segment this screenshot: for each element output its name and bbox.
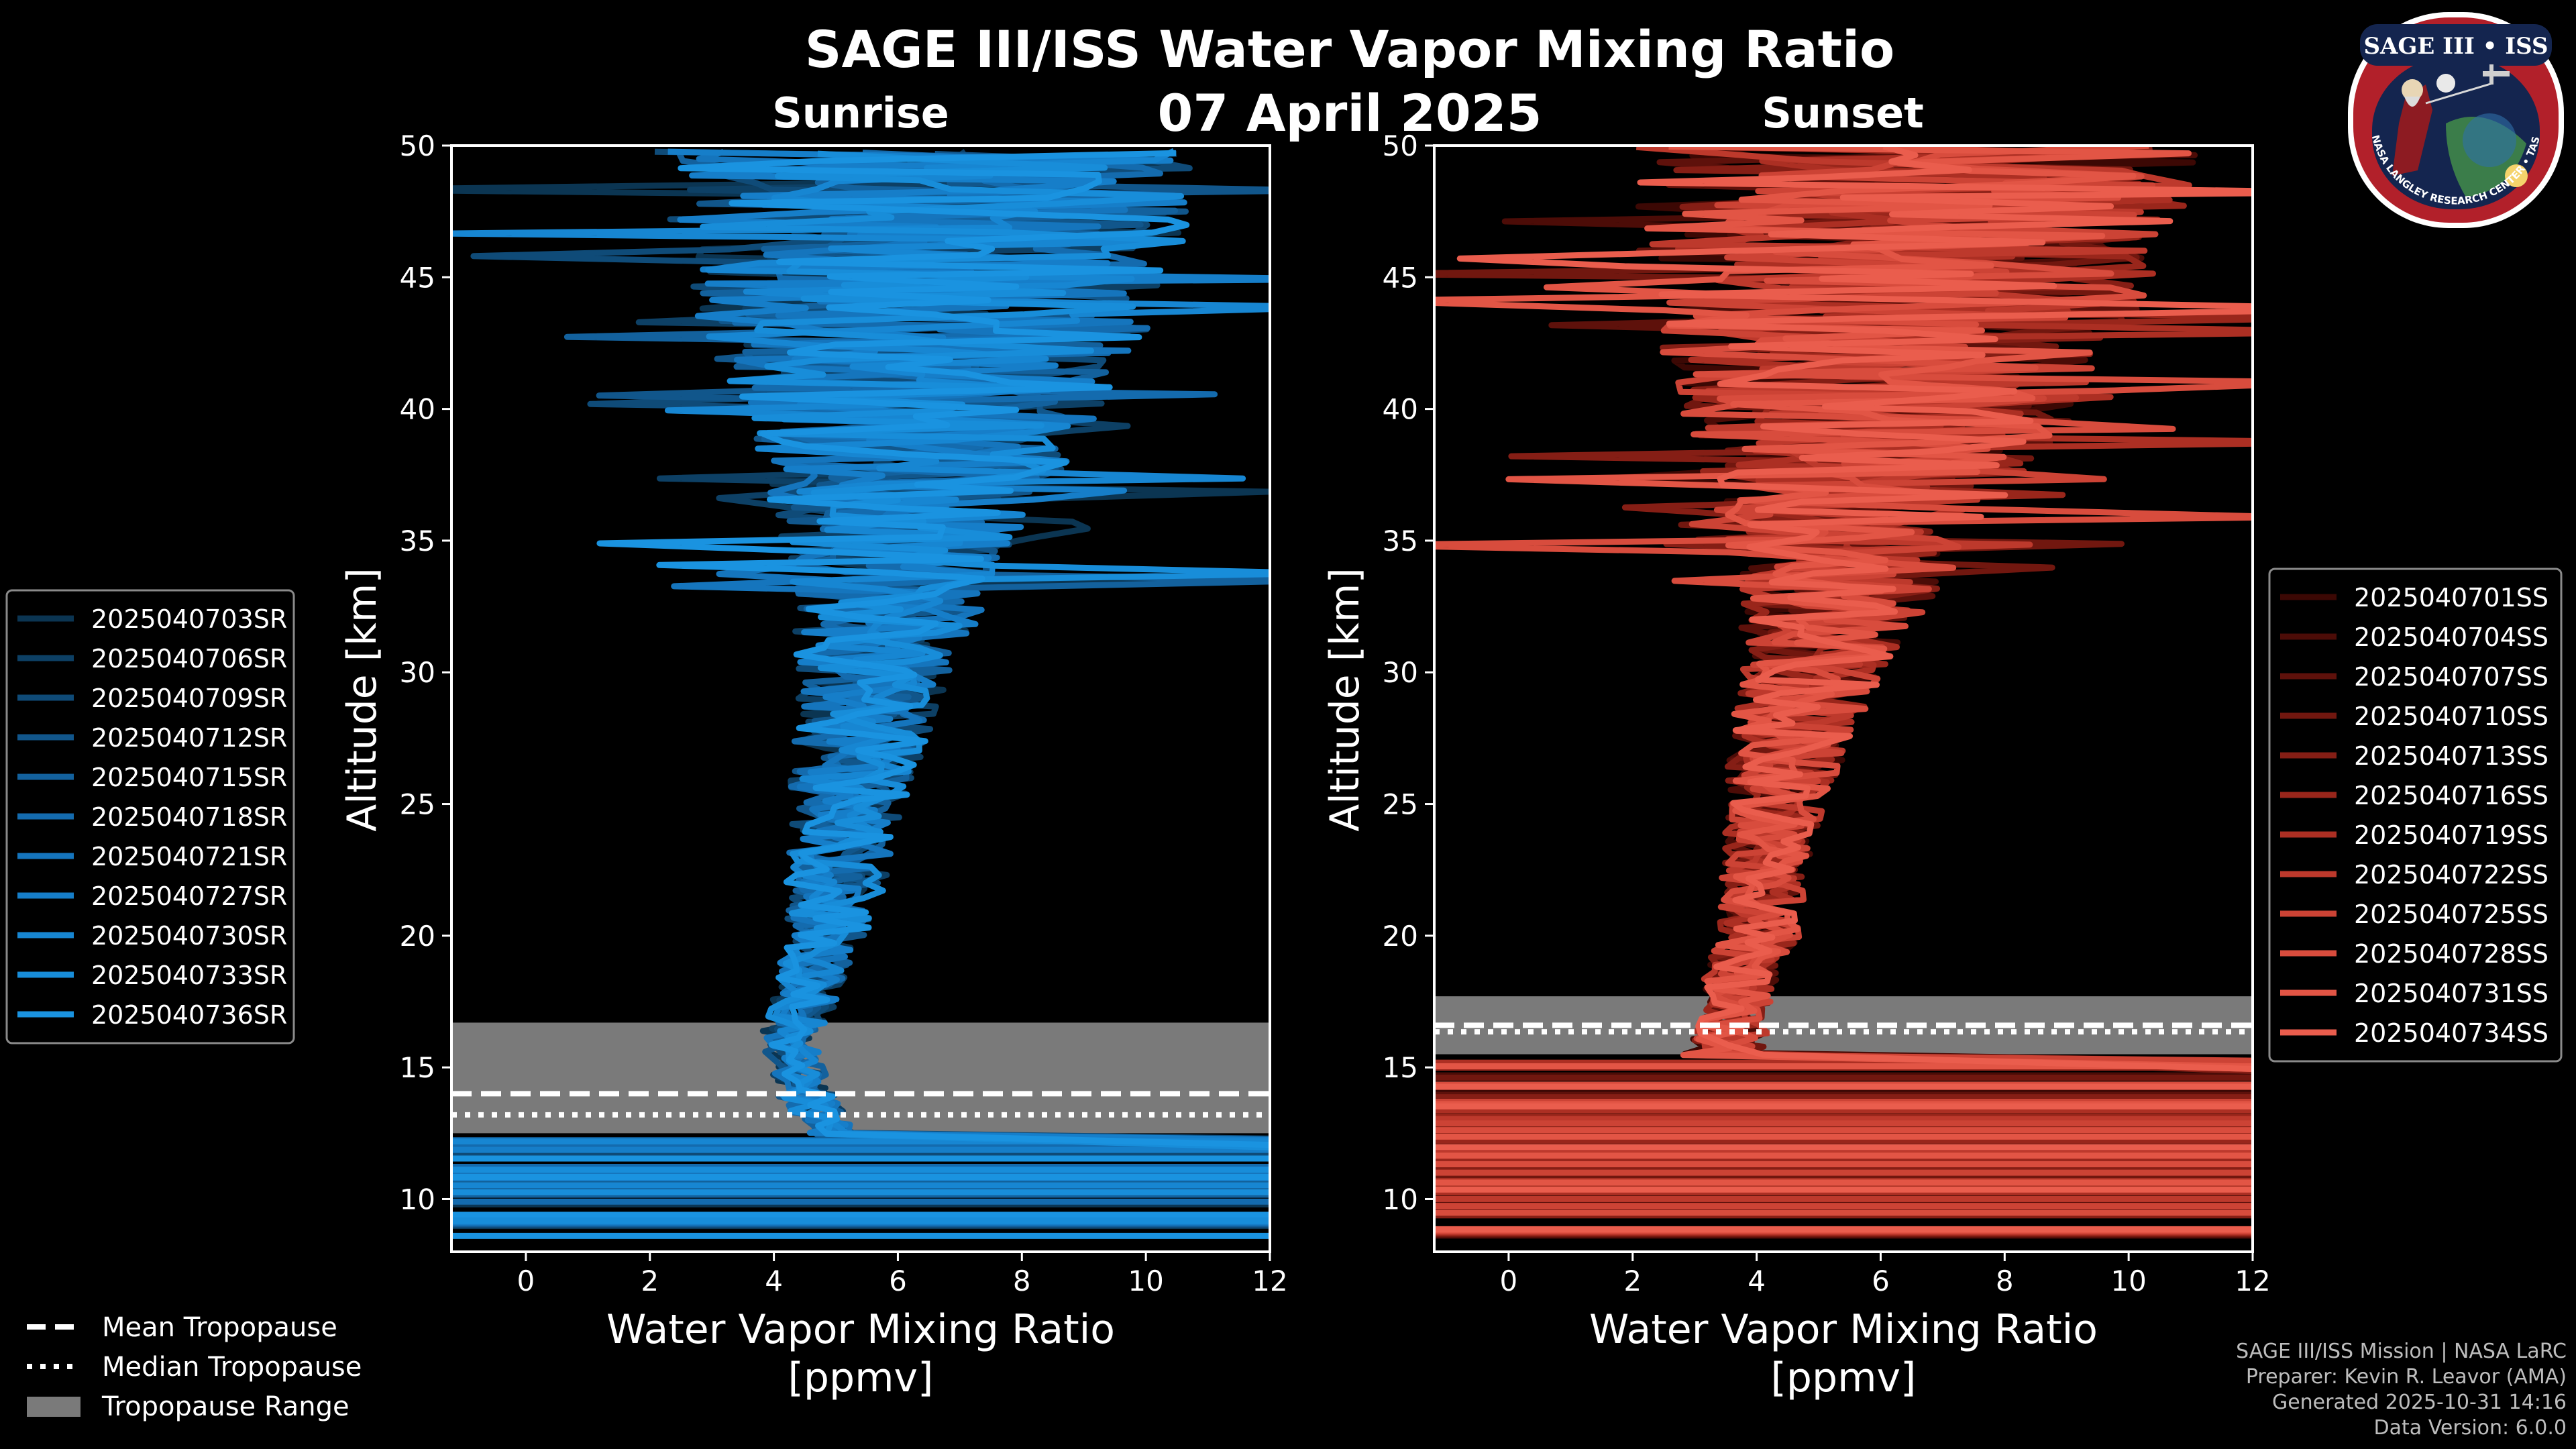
sunset-legend-label-2025040710SS: 2025040710SS [2354,702,2548,731]
sunset-legend-frame [2268,568,2563,1063]
sunset-y-tick-label-45: 45 [1383,261,1418,294]
sunrise-profiles [451,148,1270,1239]
figure-date: 07 April 2025 [1157,83,1542,143]
sunrise-x-tick-label-6: 6 [889,1265,907,1297]
sunset-legend: 2025040701SS 2025040704SS 2025040707SS 2025… [2268,568,2563,1063]
sunset-y-tick-label-40: 40 [1383,393,1418,426]
sunrise-legend-label-2025040730SR: 2025040730SR [91,921,287,951]
sunrise-x-tick-label-8: 8 [1013,1265,1031,1297]
sunrise-plot-panel: 0 2 4 6 8 10 12 10 15 20 25 30 35 40 45 50 [400,129,1288,1297]
sunrise-y-tick-label-25: 25 [400,788,435,821]
sunrise-legend-label-2025040736SR: 2025040736SR [91,1000,287,1030]
sunset-x-tick-label-0: 0 [1500,1265,1518,1297]
sunrise-y-tick-label-30: 30 [400,656,435,689]
sunset-y-axis-label: Altitude [km] [1322,568,1368,832]
sunset-x-tick-label-4: 4 [1748,1265,1766,1297]
badge-title: SAGE III • ISS [2363,33,2548,60]
credits-preparer: Preparer: Kevin R. Leavor (AMA) [2245,1365,2567,1389]
credits-generated: Generated 2025-10-31 14:16 [2271,1391,2567,1414]
sage-iss-mission-badge: SAGE III • ISS BALL • NASA LANGLEY RESEA… [2341,0,2567,231]
sunrise-y-tick-label-15: 15 [400,1051,435,1084]
sunset-y-tick-label-35: 35 [1383,525,1418,557]
sunrise-y-tick-label-50: 50 [400,129,435,162]
sunset-panel-title: Sunset [1762,89,1924,138]
sunset-x-tick-label-2: 2 [1623,1265,1642,1297]
sunrise-y-tick-label-35: 35 [400,525,435,557]
sunrise-x-tick-label-4: 4 [765,1265,783,1297]
sunrise-y-tick-label-40: 40 [400,393,435,426]
sunset-legend-label-2025040707SS: 2025040707SS [2354,662,2548,692]
sunrise-legend-label-2025040733SR: 2025040733SR [91,961,287,990]
sunset-legend-label-2025040719SS: 2025040719SS [2354,820,2548,850]
sunrise-x-axis-label: Water Vapor Mixing Ratio [ppmv] [606,1306,1115,1401]
sunrise-profile-2025040736SR [596,150,1270,1148]
tropopause-range-swatch [27,1397,80,1417]
sunrise-legend-label-2025040715SR: 2025040715SR [91,763,287,792]
sunrise-legend-label-2025040721SR: 2025040721SR [91,842,287,871]
sunset-x-tick-label-12: 12 [2235,1265,2270,1297]
sunset-y-tick-label-10: 10 [1383,1183,1418,1216]
sunrise-x-tick-label-0: 0 [517,1265,535,1297]
sunset-legend-label-2025040728SS: 2025040728SS [2354,939,2548,969]
sunset-legend-label-2025040731SS: 2025040731SS [2354,979,2548,1008]
credits-mission: SAGE III/ISS Mission | NASA LaRC [2236,1340,2567,1363]
credits-data-version: Data Version: 6.0.0 [2373,1416,2567,1440]
sunrise-axes-frame [450,144,1271,1253]
sunset-legend-label-2025040734SS: 2025040734SS [2354,1018,2548,1048]
sunrise-x-tick-label-10: 10 [1128,1265,1163,1297]
figure-title: SAGE III/ISS Water Vapor Mixing Ratio [805,19,1895,79]
sunrise-legend-label-2025040709SR: 2025040709SR [91,684,287,713]
sunset-x-axis-label: Water Vapor Mixing Ratio [ppmv] [1589,1306,2098,1401]
sunset-legend-label-2025040704SS: 2025040704SS [2354,623,2548,652]
sunrise-legend-label-2025040718SR: 2025040718SR [91,802,287,832]
sunset-profile-2025040734SS [1456,146,2253,1073]
sunset-profiles [1434,146,2253,1239]
sunrise-x-tick-label-2: 2 [641,1265,659,1297]
sunrise-legend-label-2025040712SR: 2025040712SR [91,723,287,753]
sunset-plot-panel: 0 2 4 6 8 10 12 10 15 20 25 30 35 40 45 50 [1383,129,2271,1297]
sunset-legend-label-2025040713SS: 2025040713SS [2354,741,2548,771]
median-tropopause-label: Median Tropopause [102,1352,362,1383]
sunset-y-tick-label-25: 25 [1383,788,1418,821]
sunset-legend-label-2025040716SS: 2025040716SS [2354,781,2548,810]
sunset-legend-label-2025040725SS: 2025040725SS [2354,900,2548,929]
tropopause-range-label: Tropopause Range [101,1391,350,1422]
sunrise-x-axis-label-line-1: Water Vapor Mixing Ratio [606,1306,1115,1353]
sunset-y-tick-label-15: 15 [1383,1051,1418,1084]
sunset-y-tick-label-30: 30 [1383,656,1418,689]
sunset-x-tick-label-6: 6 [1872,1265,1890,1297]
sunset-axes-frame [1433,144,2254,1253]
sunrise-x-axis-label-line-2: [ppmv] [788,1354,934,1401]
credits-footer: SAGE III/ISS Mission | NASA LaRC Prepare… [2236,1339,2567,1441]
sunrise-y-axis-label: Altitude [km] [339,568,386,832]
sunrise-legend: 2025040703SR 2025040706SR 2025040709SR 2025… [5,589,295,1044]
sunset-legend-label-2025040701SS: 2025040701SS [2354,583,2548,612]
sunrise-panel-title: Sunrise [772,89,949,138]
sunset-legend-label-2025040722SS: 2025040722SS [2354,860,2548,890]
sunrise-y-tick-label-10: 10 [400,1183,435,1216]
sunrise-legend-label-2025040703SR: 2025040703SR [91,604,287,634]
sunset-x-tick-label-10: 10 [2110,1265,2146,1297]
sunset-x-tick-label-8: 8 [1996,1265,2014,1297]
sunrise-legend-frame [5,589,295,1044]
sunset-y-tick-label-20: 20 [1383,920,1418,953]
sunrise-legend-label-2025040727SR: 2025040727SR [91,881,287,911]
sunrise-y-tick-label-20: 20 [400,920,435,953]
mean-tropopause-label: Mean Tropopause [102,1312,337,1343]
tropopause-legend: Mean Tropopause Median Tropopause Tropop… [27,1312,362,1422]
sunrise-legend-label-2025040706SR: 2025040706SR [91,644,287,674]
sunrise-x-tick-label-12: 12 [1252,1265,1287,1297]
sunset-x-axis-label-line-2: [ppmv] [1771,1354,1917,1401]
mission-patch-icon: SAGE III • ISS BALL • NASA LANGLEY RESEA… [2341,0,2564,228]
sunset-x-axis-label-line-1: Water Vapor Mixing Ratio [1589,1306,2098,1353]
sunrise-y-tick-label-45: 45 [400,261,435,294]
sunset-y-tick-label-50: 50 [1383,129,1418,162]
